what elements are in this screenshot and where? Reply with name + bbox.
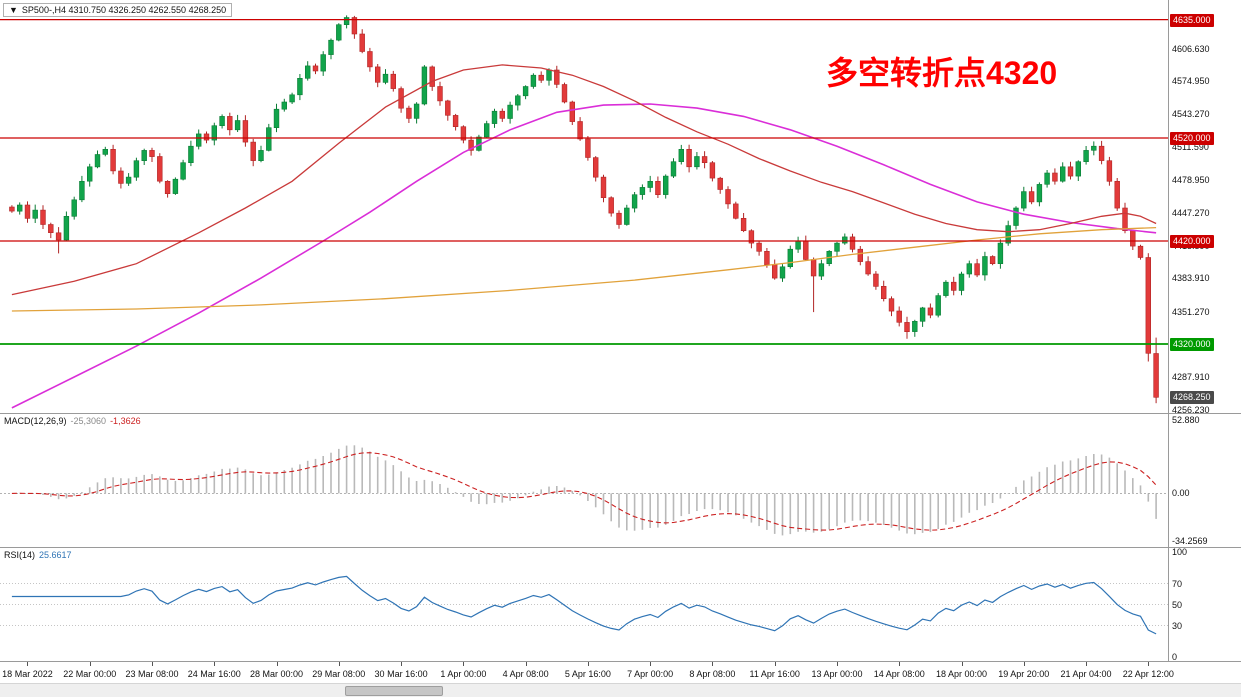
time-axis-label: 8 Apr 08:00	[689, 669, 736, 679]
rsi-line	[11, 575, 1157, 635]
chevron-down-icon: ▼	[9, 5, 18, 15]
price-axis-tick: 4574.950	[1172, 76, 1210, 87]
time-axis-label: 19 Apr 20:00	[998, 669, 1050, 679]
price-axis-tick: 4383.910	[1172, 273, 1210, 284]
price-axis-tick: 4287.910	[1172, 372, 1210, 383]
macd-signal-line	[11, 452, 1157, 531]
ma-orange	[11, 226, 1157, 312]
time-axis-tick	[836, 662, 838, 666]
time-axis-label: 23 Mar 08:00	[125, 669, 179, 679]
macd-title: MACD(12,26,9)	[4, 416, 67, 426]
price-axis-tick: 4511.590	[1172, 141, 1209, 152]
time-axis-label: 1 Apr 00:00	[440, 669, 487, 679]
h-scrollbar-thumb[interactable]	[345, 686, 443, 696]
macd-histogram	[18, 445, 1157, 536]
rsi-axis-tick: 100	[1172, 547, 1188, 557]
time-axis-label: 13 Apr 00:00	[811, 669, 863, 679]
rsi-axis-tick: 0	[1172, 652, 1178, 662]
time-axis-tick	[338, 662, 340, 666]
rsi-panel: RSI(14) 25.6617 100 70 50 30 0	[0, 547, 1241, 662]
time-axis-label: 14 Apr 08:00	[873, 669, 925, 679]
rsi-axis-tick: 30	[1172, 620, 1183, 631]
rsi-axis-tick: 50	[1172, 599, 1183, 610]
macd-value: -25,3060	[70, 416, 107, 426]
price-axis-tick: 4543.270	[1172, 109, 1210, 120]
time-axis-label: 28 Mar 00:00	[250, 669, 304, 679]
rsi-label: RSI(14) 25.6617	[4, 550, 72, 560]
macd-axis-tick: -34.2569	[1172, 536, 1208, 546]
hline-price-badge: 4635.000	[1170, 13, 1214, 27]
time-axis-tick	[463, 662, 465, 666]
current-price-badge: 4268.250	[1170, 391, 1214, 405]
time-axis[interactable]: 18 Mar 2022 22 Mar 00:00 23 Mar 08:00 24 Ma…	[0, 661, 1241, 684]
ma-magenta	[11, 103, 1157, 409]
rsi-axis: 100 70 50 30 0	[1168, 547, 1241, 662]
price-axis: 4606.630 4574.950 4543.270 4511.590 4478.950…	[1168, 0, 1241, 415]
time-axis-tick	[587, 662, 589, 666]
time-axis-tick	[152, 662, 153, 666]
macd-canvas[interactable]	[0, 414, 1168, 547]
time-axis-label: 22 Mar 00:00	[63, 669, 117, 679]
time-axis-tick	[961, 662, 963, 666]
price-axis-tick: 4447.270	[1172, 207, 1210, 218]
price-chart-canvas[interactable]	[0, 0, 1168, 413]
hline-price-badge: 4420.000	[1170, 235, 1214, 248]
panel-splitter-rsi[interactable]	[0, 547, 1241, 548]
time-axis-tick	[1023, 662, 1025, 666]
time-axis-label: 7 Apr 00:00	[627, 669, 674, 679]
panel-splitter-macd[interactable]	[0, 413, 1241, 414]
ma-red	[11, 64, 1157, 296]
macd-panel: MACD(12,26,9) -25,3060 -1,3626 52.880 0.00 -…	[0, 414, 1241, 547]
time-axis-label: 30 Mar 16:00	[374, 669, 428, 679]
macd-axis-tick: 0.00	[1172, 488, 1190, 499]
time-axis-label: 11 Apr 16:00	[749, 669, 800, 679]
time-axis-label: 18 Mar 2022	[2, 669, 53, 679]
price-axis-tick: 4478.950	[1172, 175, 1210, 186]
time-axis-tick	[774, 662, 776, 666]
time-axis-tick	[899, 662, 901, 666]
time-axis-tick	[276, 662, 278, 666]
macd-signal-value: -1,3626	[110, 416, 141, 426]
time-axis-label: 21 Apr 04:00	[1060, 669, 1112, 679]
price-axis-tick: 4606.630	[1172, 43, 1210, 54]
candles-group	[9, 15, 1159, 404]
time-axis-label: 22 Apr 12:00	[1122, 669, 1174, 679]
rsi-title: RSI(14)	[4, 550, 36, 560]
rsi-canvas[interactable]	[0, 548, 1168, 661]
time-axis-label: 18 Apr 00:00	[935, 669, 988, 679]
price-axis-tick: 4351.270	[1172, 306, 1210, 317]
macd-axis-tick: 52.880	[1172, 415, 1200, 425]
rsi-axis-tick: 70	[1172, 578, 1183, 589]
hline-price-badge: 4520.000	[1170, 132, 1214, 145]
time-axis-tick	[650, 662, 652, 666]
time-axis-tick	[525, 662, 527, 666]
symbol-quote-text: SP500-,H4 4310.750 4326.250 4262.550 426…	[21, 5, 227, 15]
chart-annotation-text[interactable]: 多空转折点4320	[826, 55, 1058, 91]
time-axis-label: 4 Apr 08:00	[502, 669, 549, 679]
macd-axis: 52.880 0.00 -34.2569	[1168, 414, 1241, 547]
time-axis-tick	[401, 662, 403, 666]
time-axis-tick	[89, 662, 91, 666]
rsi-value: 25.6617	[39, 550, 72, 560]
time-axis-tick	[1086, 662, 1088, 666]
time-axis-tick	[214, 662, 216, 666]
time-axis-label: 29 Mar 08:00	[312, 669, 366, 679]
time-axis-label: 24 Mar 16:00	[187, 669, 241, 679]
hline-price-badge: 4320.000	[1170, 337, 1214, 351]
time-axis-tick	[27, 662, 29, 666]
time-axis-label: 5 Apr 16:00	[564, 669, 611, 679]
time-axis-tick	[1148, 662, 1150, 666]
axis-separator-line	[1168, 0, 1169, 661]
symbol-selector[interactable]: ▼ SP500-,H4 4310.750 4326.250 4262.550 4…	[3, 3, 233, 17]
price-axis-tick: 4256.230	[1172, 404, 1210, 415]
macd-label: MACD(12,26,9) -25,3060 -1,3626	[4, 416, 141, 426]
time-axis-tick	[712, 662, 714, 666]
main-price-panel: 4606.630 4574.950 4543.270 4511.590 4478.950…	[0, 0, 1241, 415]
horizontal-scrollbar[interactable]	[0, 683, 1241, 697]
